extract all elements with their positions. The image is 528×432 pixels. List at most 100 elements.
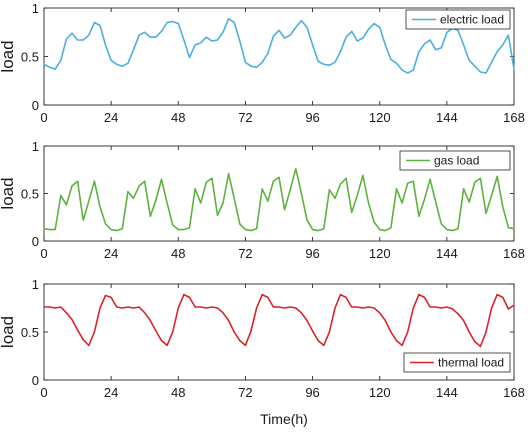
data-point (138, 34, 140, 36)
data-point (76, 329, 79, 331)
data-point (177, 22, 179, 25)
data-point (339, 293, 342, 296)
data-point (513, 304, 515, 306)
data-point (149, 215, 151, 217)
data-point (250, 330, 252, 332)
data-point (311, 229, 314, 231)
data-point (395, 340, 398, 342)
data-point (228, 319, 230, 322)
data-point (457, 313, 459, 315)
data-point (99, 307, 101, 309)
chart-panel-2: 0 24 48 72 96 120 144 168 0 0.5 1 load gas load (0, 139, 525, 261)
data-point (48, 229, 51, 231)
y-tick-label: 1 (32, 1, 39, 16)
x-tick-label: 96 (305, 385, 319, 400)
data-point (194, 306, 196, 308)
data-point (379, 229, 381, 231)
data-point (485, 331, 487, 333)
chart-panel-3: 0 24 48 72 96 120 144 168 0 0.5 1 load thermal load (0, 277, 525, 400)
data-point (351, 211, 353, 214)
data-point (222, 312, 224, 314)
data-point (507, 34, 510, 36)
series-line-thermal-load (44, 293, 515, 348)
data-point (379, 26, 381, 28)
data-point (71, 185, 73, 187)
data-point (323, 63, 325, 65)
data-point (93, 180, 95, 182)
legend-label: electric load (440, 13, 504, 27)
data-point (345, 296, 347, 299)
data-point (155, 36, 157, 38)
data-point (384, 229, 386, 232)
data-point (446, 31, 448, 33)
x-tick-label: 168 (503, 385, 525, 400)
data-point (334, 307, 336, 309)
data-point (116, 63, 118, 65)
data-point (93, 331, 95, 333)
data-point (440, 47, 442, 49)
data-point (43, 306, 45, 308)
data-point (491, 194, 493, 196)
data-points (43, 168, 515, 232)
data-point (244, 229, 247, 231)
data-point (362, 307, 364, 309)
data-point (390, 58, 392, 61)
data-point (418, 293, 420, 296)
data-point (160, 340, 163, 342)
data-point (205, 181, 207, 183)
data-point (446, 306, 448, 308)
data-point (194, 44, 196, 46)
data-point (121, 307, 123, 309)
data-point (104, 294, 107, 297)
x-tick-label: 0 (40, 110, 47, 125)
data-point (513, 228, 515, 230)
legend: electric load (405, 9, 511, 30)
data-point (261, 61, 263, 63)
data-point (367, 202, 370, 204)
x-tick-label: 144 (436, 110, 458, 125)
legend-box (403, 352, 511, 373)
data-point (463, 44, 465, 46)
data-point (256, 307, 258, 309)
x-tick-label: 72 (238, 246, 252, 261)
data-point (356, 306, 358, 308)
data-point (166, 202, 168, 204)
x-tick-label: 120 (369, 110, 391, 125)
data-point (160, 178, 163, 180)
data-point (395, 62, 398, 64)
data-point (104, 223, 107, 225)
data-point (233, 197, 235, 199)
data-point (183, 229, 185, 231)
data-point (373, 221, 375, 223)
y-axis-label: load (0, 316, 17, 348)
data-point (429, 306, 431, 308)
data-point (200, 42, 202, 44)
x-tick-label: 168 (503, 246, 525, 261)
data-point (211, 40, 213, 42)
data-point (283, 37, 286, 39)
x-tick-label: 144 (436, 385, 458, 400)
data-point (155, 330, 157, 332)
data-points (43, 293, 515, 347)
data-point (88, 200, 90, 202)
data-point (323, 228, 325, 230)
data-point (272, 35, 275, 37)
data-point (132, 49, 135, 51)
data-point (116, 229, 118, 232)
x-axis-label: Time(h) (260, 411, 308, 427)
data-point (160, 30, 163, 32)
legend: gas load (399, 150, 511, 171)
legend-label: gas load (434, 154, 479, 168)
data-point (144, 312, 146, 314)
data-point (267, 296, 269, 299)
data-point (172, 331, 174, 333)
data-point (295, 307, 297, 309)
y-tick-label: 1 (32, 277, 39, 292)
data-point (457, 29, 459, 31)
data-point (306, 219, 308, 221)
data-point (356, 194, 358, 196)
data-point (144, 31, 146, 33)
data-point (121, 228, 123, 230)
data-point (172, 20, 174, 23)
data-point (82, 339, 84, 341)
